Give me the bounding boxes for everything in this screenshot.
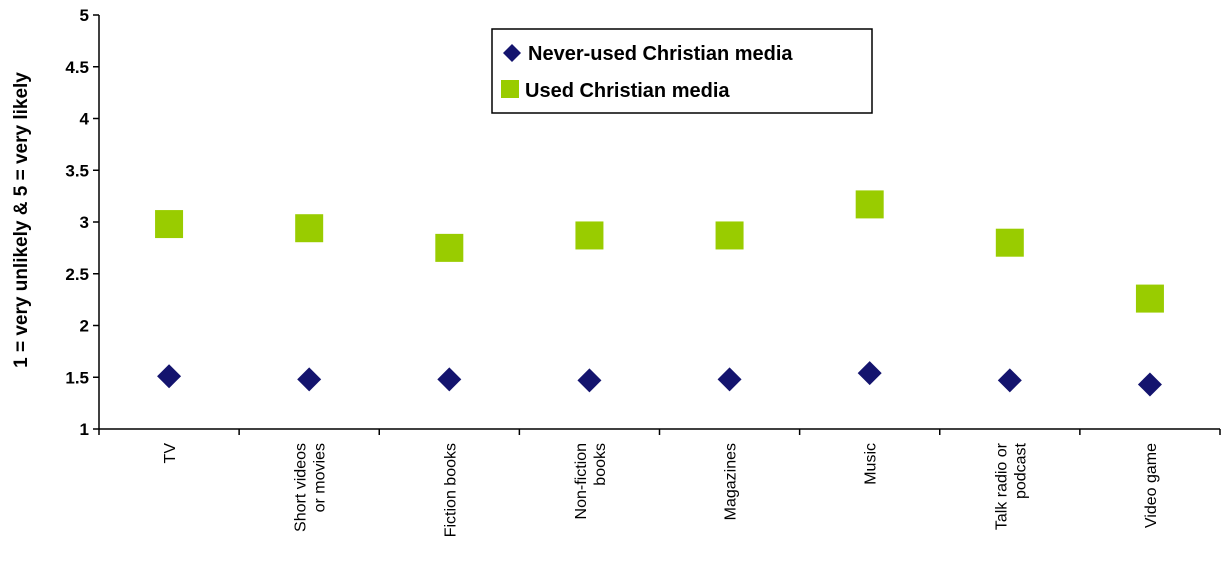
y-tick-label: 3.5 [65, 161, 89, 180]
legend: Never-used Christian media Used Christia… [491, 28, 873, 114]
diamond-marker [857, 361, 882, 386]
y-axis-label: 1 = very unlikely & 5 = very likely [11, 72, 32, 368]
y-tick-label: 1.5 [65, 368, 89, 387]
x-category-label: Video game [1143, 443, 1160, 528]
square-marker [1135, 284, 1164, 313]
square-marker [715, 221, 744, 250]
x-category-label: Magazines [723, 443, 740, 520]
legend-diamond-marker [503, 44, 521, 62]
diamond-marker [297, 367, 322, 392]
legend-label-used: Used Christian media [525, 80, 730, 102]
diamond-marker [997, 368, 1022, 393]
square-marker [995, 228, 1024, 257]
square-marker [155, 210, 184, 239]
legend-square-marker [501, 80, 519, 98]
series-never-used [157, 361, 1162, 397]
x-category-label: Music [863, 443, 880, 485]
x-category-label: TV [162, 443, 179, 464]
diamond-marker [437, 367, 462, 392]
legend-box [491, 28, 873, 114]
x-category-label: podcast [1012, 442, 1029, 499]
square-marker [435, 233, 464, 262]
x-ticks [98, 429, 1221, 435]
y-tick-label: 5 [80, 6, 89, 25]
square-marker [295, 214, 324, 243]
square-marker [855, 190, 884, 219]
legend-label-never-used: Never-used Christian media [528, 43, 793, 65]
y-tick-label: 1 [80, 420, 89, 439]
square-marker [575, 221, 604, 250]
x-category-labels: TV Short videos or movies Fiction books Non-… [162, 442, 1160, 537]
x-category-label: Short videos [293, 443, 310, 532]
diamond-marker [717, 367, 742, 392]
y-tick-label: 2.5 [65, 265, 89, 284]
series-used [155, 190, 1164, 313]
x-category-label: Talk radio or [993, 442, 1010, 530]
diamond-marker [1137, 372, 1162, 397]
diamond-marker [577, 368, 602, 393]
y-ticks: 1 1.5 2 2.5 3 3.5 4 4.5 5 [65, 6, 99, 439]
x-category-label: or movies [312, 443, 329, 512]
x-category-label: Non-fiction [573, 443, 590, 519]
diamond-marker [157, 364, 182, 389]
x-category-label: Fiction books [442, 443, 459, 537]
y-tick-label: 2 [80, 317, 89, 336]
y-tick-label: 3 [80, 213, 89, 232]
y-tick-label: 4 [80, 110, 90, 129]
x-category-label: books [592, 443, 609, 486]
y-tick-label: 4.5 [65, 58, 89, 77]
